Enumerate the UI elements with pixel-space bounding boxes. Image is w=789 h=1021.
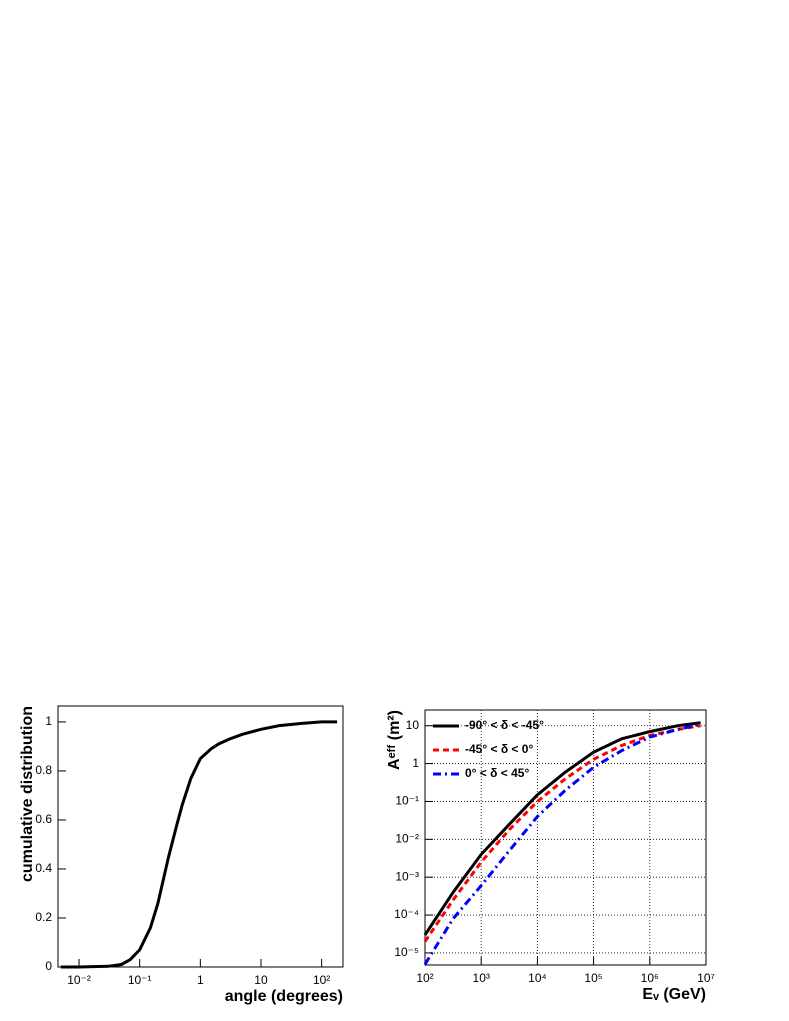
x-tick-label: 10² (416, 971, 433, 985)
x-tick-label: 10⁻¹ (128, 973, 152, 987)
y-tick-label: 0.6 (35, 812, 52, 826)
plot-frame (424, 709, 707, 966)
x-tick-label: 10⁶ (641, 971, 659, 985)
y-tick-label: 10⁻³ (395, 869, 419, 883)
x-tick-label: 10⁴ (528, 971, 547, 985)
x-tick-label: 10³ (473, 971, 490, 985)
y-tick-label: 0.8 (35, 763, 52, 777)
data-line (423, 721, 701, 936)
x-axis-label: angle (degrees) (225, 988, 343, 1005)
y-tick-label: 1 (412, 756, 419, 770)
data-line (423, 724, 701, 943)
y-tick-label: 10⁻⁴ (394, 907, 419, 921)
x-axis-label: Eᵥ (GeV) (642, 986, 706, 1003)
data-line (60, 720, 338, 969)
x-tick-label: 10² (313, 973, 330, 987)
x-tick-label: 10⁻² (67, 973, 91, 987)
y-axis-label: cumulative distribution (19, 706, 36, 882)
legend-label: -90° < δ < -45° (465, 718, 544, 732)
x-tick-label: 10⁵ (584, 971, 602, 985)
y-tick-label: 0.2 (35, 910, 52, 924)
y-tick-label: 1 (45, 714, 52, 728)
legend-label: -45° < δ < 0° (465, 742, 533, 756)
data-line (423, 722, 701, 966)
y-tick-label: 0 (45, 959, 52, 973)
x-tick-label: 10⁷ (697, 971, 715, 985)
plot-frame (57, 705, 344, 968)
y-tick-label: 10⁻¹ (395, 794, 419, 808)
x-tick-label: 10 (254, 973, 268, 987)
y-tick-label: 10⁻² (395, 831, 419, 845)
y-tick-label: 0.4 (35, 861, 52, 875)
y-axis-label: Aᵉᶠᶠ (m²) (386, 710, 403, 770)
x-tick-label: 1 (197, 973, 204, 987)
legend-label: 0° < δ < 45° (465, 766, 529, 780)
y-tick-label: 10⁻⁵ (394, 945, 419, 959)
y-tick-label: 10 (406, 718, 420, 732)
